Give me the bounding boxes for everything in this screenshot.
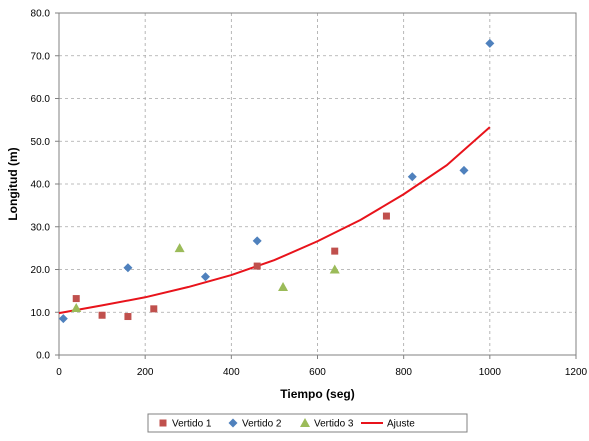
grid-lines [59,13,576,355]
point-vertido-2 [485,38,495,48]
y-tick-label: 60.0 [31,94,51,105]
point-vertido-1 [253,262,261,270]
point-vertido-2 [252,236,262,246]
point-vertido-2 [58,314,68,324]
point-vertido-2 [407,172,417,182]
legend-label-vertido-3: Vertido 3 [314,419,354,430]
legend-label-vertido-1: Vertido 1 [172,419,212,430]
point-vertido-1 [124,313,132,321]
data-markers [58,38,495,324]
y-tick-label: 80.0 [31,9,51,20]
point-vertido-2 [123,263,133,273]
y-tick-label: 30.0 [31,222,51,233]
x-tick-label: 0 [56,367,62,378]
legend-swatch-vertido-1 [159,419,167,427]
y-tick-label: 50.0 [31,137,51,148]
legend-label-ajuste: Ajuste [387,419,415,430]
axis-ticks: 0 200 400 600 800 1000 1200 0.0 10.0 20.0 30.0 40.0… [31,9,588,379]
legend-swatch-vertido-2 [228,418,238,428]
y-tick-label: 20.0 [31,265,51,276]
point-vertido-1 [150,305,158,313]
point-vertido-3 [174,243,185,253]
x-tick-label: 1200 [565,367,588,378]
x-axis-label: Tiempo (seg) [280,387,354,401]
x-tick-label: 400 [223,367,240,378]
point-vertido-1 [331,247,339,255]
y-tick-label: 70.0 [31,51,51,62]
y-axis-label: Longitud (m) [6,147,20,220]
point-vertido-3 [278,282,289,292]
point-vertido-2 [200,272,210,282]
y-tick-label: 0.0 [36,351,50,362]
fit-curve-layer [58,126,491,315]
x-tick-label: 800 [395,367,412,378]
point-vertido-1 [72,295,80,303]
x-tick-label: 1000 [479,367,502,378]
y-tick-label: 40.0 [31,180,51,191]
legend-swatch-vertido-3 [300,418,310,427]
point-vertido-3 [71,302,82,312]
point-vertido-1 [98,311,106,319]
point-vertido-1 [382,212,390,220]
legend: Vertido 1 Vertido 2 Vertido 3 Ajuste [147,413,468,433]
legend-label-vertido-2: Vertido 2 [242,419,282,430]
point-vertido-2 [459,165,469,175]
x-tick-label: 600 [309,367,326,378]
y-tick-label: 10.0 [31,308,51,319]
series-line-ajuste [58,126,491,315]
x-tick-label: 200 [137,367,154,378]
point-vertido-3 [329,264,340,274]
